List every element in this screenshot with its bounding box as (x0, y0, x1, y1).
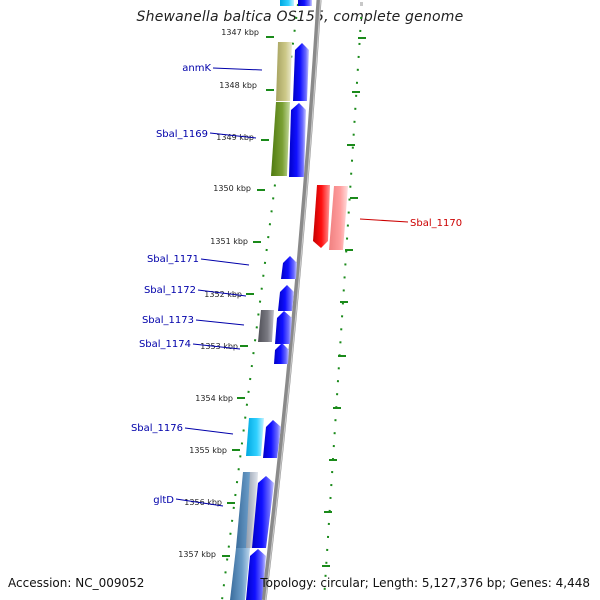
tick-rings (221, 3, 363, 600)
gene-label-sbal1171[interactable]: Sbal_1171 (147, 254, 199, 265)
scale-label: 1350 kbp (213, 184, 251, 193)
gene-sbal1172-arrow[interactable] (278, 285, 294, 311)
gene-sbal1171-arrow[interactable] (281, 256, 297, 279)
scale-label: 1351 kbp (210, 237, 248, 246)
accession-label: Accession: NC_009052 (8, 576, 145, 590)
gene-sbal1170-arrow[interactable] (313, 185, 330, 248)
gene-label-sbal1176[interactable]: Sbal_1176 (131, 423, 183, 434)
leader-line-sbal1173 (195, 319, 245, 326)
gene-anmk-cog-band[interactable] (276, 42, 292, 101)
gene-anmk-arrow[interactable] (293, 43, 309, 101)
label-leader-lines (175, 67, 409, 507)
scale-label: 1352 kbp (204, 290, 242, 299)
gene-gltd-next-arrow[interactable] (246, 549, 266, 600)
scale-label: 1348 kbp (219, 81, 257, 90)
gene-label-sbal1174[interactable]: Sbal_1174 (139, 339, 191, 350)
leader-line-gltd (175, 498, 224, 507)
genome-backbone-highlight (264, 0, 322, 600)
gene-sbal1169-cog-band[interactable] (271, 102, 290, 176)
gene-partial-blue[interactable] (298, 0, 312, 6)
gene-sbal1173-arrow[interactable] (275, 311, 292, 344)
scale-label: 1349 kbp (216, 133, 254, 142)
leader-line-sbal1176 (184, 427, 234, 435)
scale-label: 1354 kbp (195, 394, 233, 403)
gene-sbal1169-arrow[interactable] (289, 103, 306, 177)
scale-label: 1356 kbp (184, 498, 222, 507)
scale-label: 1355 kbp (189, 446, 227, 455)
gene-label-sbal1172[interactable]: Sbal_1172 (144, 285, 196, 296)
gene-partial-gray[interactable] (360, 2, 363, 6)
gene-sbal1174-arrow[interactable] (274, 343, 289, 364)
leader-line-sbal1174 (192, 343, 241, 350)
gene-label-anmk[interactable]: anmK (182, 63, 211, 74)
leader-line-sbal1170 (359, 218, 409, 223)
gene-partial-cyan[interactable] (280, 0, 294, 6)
gene-label-sbal1170[interactable]: Sbal_1170 (410, 218, 462, 229)
leader-line-sbal1171 (200, 258, 250, 266)
gene-sbal1176-arrow[interactable] (263, 420, 281, 458)
gene-sbal1176-cog-band[interactable] (246, 418, 264, 456)
gene-labels: anmK Sbal_1169 Sbal_1170 Sbal_1171 Sbal_… (131, 63, 462, 506)
gene-gltd-arrow[interactable] (252, 476, 274, 548)
inner-tick-ring (221, 3, 299, 600)
genome-summary-label: Topology: circular; Length: 5,127,376 bp… (260, 576, 590, 590)
major-ticks (222, 36, 366, 567)
gene-label-gltd[interactable]: gltD (153, 495, 174, 506)
gene-gltd-cog-band-lower[interactable] (230, 548, 250, 600)
gene-sbal1173-cog-band[interactable] (258, 310, 274, 342)
scale-label: 1347 kbp (221, 28, 259, 37)
genome-backbone (261, 0, 322, 600)
gene-label-sbal1173[interactable]: Sbal_1173 (142, 315, 194, 326)
leader-line-sbal1172 (197, 289, 247, 297)
map-title: Shewanella baltica OS155, complete genom… (136, 9, 464, 25)
scale-label: 1357 kbp (178, 550, 216, 559)
leader-line-anmk (212, 67, 263, 71)
leader-line-sbal1169 (209, 132, 257, 139)
gene-sbal1170-cog-band[interactable] (329, 186, 348, 250)
gene-label-sbal1169[interactable]: Sbal_1169 (156, 129, 208, 140)
